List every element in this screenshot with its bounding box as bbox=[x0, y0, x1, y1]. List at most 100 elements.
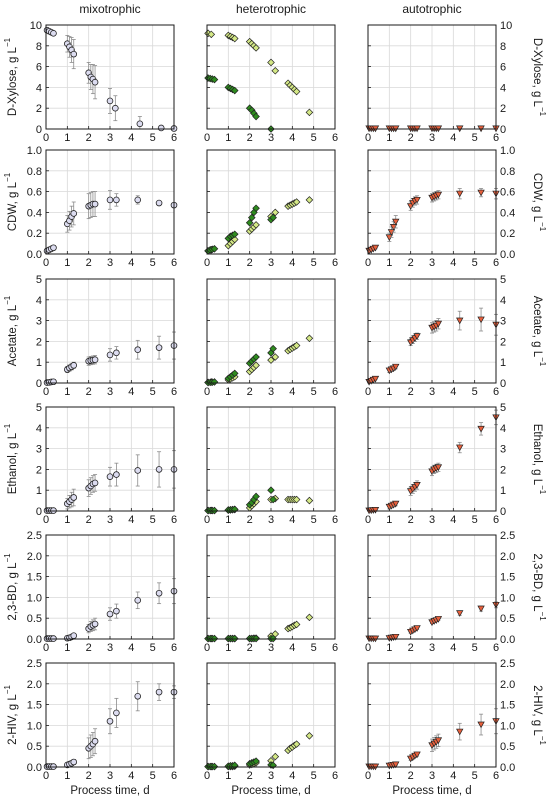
y-tick-label: 2.5 bbox=[27, 658, 42, 670]
y-axis-title-right: 2-HIV, g L−1 bbox=[531, 685, 547, 745]
y-tick-label: 6 bbox=[36, 62, 42, 74]
data-point bbox=[155, 344, 163, 351]
data-point bbox=[155, 466, 163, 473]
data-point bbox=[248, 213, 256, 222]
x-tick-label: 6 bbox=[171, 386, 177, 398]
y-axis-title-text: CDW, g L bbox=[7, 181, 19, 231]
y-tick-label: 3 bbox=[500, 316, 506, 328]
panel-frame bbox=[206, 149, 336, 255]
x-tick-label: 5 bbox=[150, 386, 156, 398]
x-tick-label: 5 bbox=[150, 132, 156, 144]
panel: 0 1 2 3 4 5 6 bbox=[204, 406, 338, 526]
y-tick-label: 2.0 bbox=[500, 551, 515, 563]
data-point bbox=[456, 190, 464, 198]
x-tick-label: 5 bbox=[472, 642, 478, 654]
x-tick-label: 2 bbox=[247, 642, 253, 654]
data-point bbox=[371, 507, 380, 514]
data-point bbox=[252, 112, 260, 121]
y-axis-title-left: CDW, g L−1 bbox=[3, 172, 19, 231]
x-tick-label: 1 bbox=[64, 257, 70, 269]
data-point bbox=[155, 199, 163, 207]
data-point bbox=[157, 124, 165, 132]
y-axis-title-right: Acetate, g L−1 bbox=[531, 296, 547, 367]
x-tick-label: 4 bbox=[128, 386, 134, 398]
x-tick-label: 1 bbox=[225, 132, 231, 144]
x-tick-label: 0 bbox=[204, 257, 210, 269]
data-point bbox=[113, 471, 120, 478]
panel-frame bbox=[206, 662, 336, 768]
y-axis-title-left: 2,3-BD, g L−1 bbox=[3, 553, 19, 621]
x-tick-label: 2 bbox=[408, 514, 414, 526]
y-tick-label: 1.0 bbox=[27, 592, 42, 604]
data-point bbox=[70, 362, 78, 369]
data-point bbox=[371, 375, 380, 383]
x-tick-label: 6 bbox=[171, 132, 177, 144]
y-tick-label: 4 bbox=[500, 82, 506, 94]
y-tick-label: 6 bbox=[500, 62, 506, 74]
y-tick-label: 4 bbox=[500, 295, 506, 307]
x-tick-label: 4 bbox=[128, 642, 134, 654]
y-tick-label: 0.0 bbox=[500, 249, 515, 261]
y-tick-label: 0.2 bbox=[27, 228, 42, 240]
y-axis-title-unit-exponent: −1 bbox=[3, 295, 12, 305]
y-tick-label: 5 bbox=[500, 402, 506, 414]
x-tick-label: 5 bbox=[311, 132, 317, 144]
x-tick-label: 5 bbox=[472, 514, 478, 526]
y-tick-label: 0.0 bbox=[27, 762, 42, 774]
y-tick-label: 4 bbox=[500, 423, 506, 435]
x-tick-label: 4 bbox=[289, 132, 295, 144]
x-tick-label: 6 bbox=[493, 386, 499, 398]
x-tick-label: 6 bbox=[493, 257, 499, 269]
data-point bbox=[91, 737, 99, 745]
panel: 0.0 0.5 1.0 1.5 2.0 2.5 0 1 2 3 4 5 6 bbox=[365, 530, 515, 654]
y-tick-label: 2 bbox=[500, 336, 506, 348]
data-point bbox=[434, 737, 443, 745]
x-tick-label: 5 bbox=[150, 514, 156, 526]
data-point bbox=[371, 244, 380, 252]
x-axis-title: Process time, d bbox=[70, 785, 149, 797]
y-axis-title-text: Acetate, g L bbox=[7, 304, 19, 366]
data-point bbox=[305, 732, 314, 740]
data-point bbox=[477, 189, 485, 197]
panel: 0 1 2 3 4 5 6 bbox=[204, 149, 338, 269]
data-point bbox=[456, 610, 464, 617]
y-axis-title-right: 2,3-BD, g L−1 bbox=[531, 553, 547, 621]
y-axis-title-text: 2,3-BD, g L bbox=[531, 553, 543, 612]
data-point bbox=[155, 688, 163, 696]
x-tick-label: 2 bbox=[247, 386, 253, 398]
y-axis-title-unit-exponent: −1 bbox=[538, 612, 547, 622]
x-tick-label: 6 bbox=[332, 257, 338, 269]
data-point bbox=[70, 50, 78, 58]
data-point bbox=[230, 369, 239, 378]
y-tick-label: 0.0 bbox=[27, 249, 42, 261]
panel-frame bbox=[367, 149, 497, 255]
y-tick-label: 0.2 bbox=[500, 228, 515, 240]
x-tick-label: 0 bbox=[43, 257, 49, 269]
x-tick-label: 4 bbox=[128, 257, 134, 269]
y-tick-label: 2 bbox=[500, 103, 506, 115]
data-point bbox=[477, 605, 485, 613]
x-tick-label: 0 bbox=[365, 514, 371, 526]
y-tick-label: 3 bbox=[36, 316, 42, 328]
panel: 0 2 4 6 8 10 0 1 2 3 4 5 6 bbox=[30, 20, 178, 144]
panel: 0.0 0.5 1.0 1.5 2.0 2.5 0 1 2 3 4 5 6 Process time, d bbox=[27, 658, 178, 797]
panel: 0 1 2 3 4 5 6 bbox=[204, 24, 338, 144]
x-tick-label: 6 bbox=[332, 132, 338, 144]
y-tick-label: 8 bbox=[500, 41, 506, 53]
y-tick-label: 0 bbox=[500, 378, 506, 390]
y-axis-title-text: 2-HIV, g L bbox=[7, 694, 19, 745]
y-tick-label: 2 bbox=[36, 336, 42, 348]
x-tick-label: 1 bbox=[64, 514, 70, 526]
column-title: autotrophic bbox=[402, 2, 461, 16]
data-point bbox=[252, 221, 260, 229]
y-axis-title-unit-exponent: −1 bbox=[3, 172, 12, 182]
x-tick-label: 2 bbox=[408, 132, 414, 144]
panel-frame bbox=[206, 278, 336, 384]
data-point bbox=[271, 752, 280, 761]
data-point bbox=[155, 589, 163, 597]
x-tick-label: 0 bbox=[43, 514, 49, 526]
data-point bbox=[305, 334, 314, 343]
x-tick-label: 3 bbox=[429, 642, 435, 654]
x-axis-title: Process time, d bbox=[231, 785, 310, 797]
x-tick-label: 1 bbox=[386, 770, 392, 782]
